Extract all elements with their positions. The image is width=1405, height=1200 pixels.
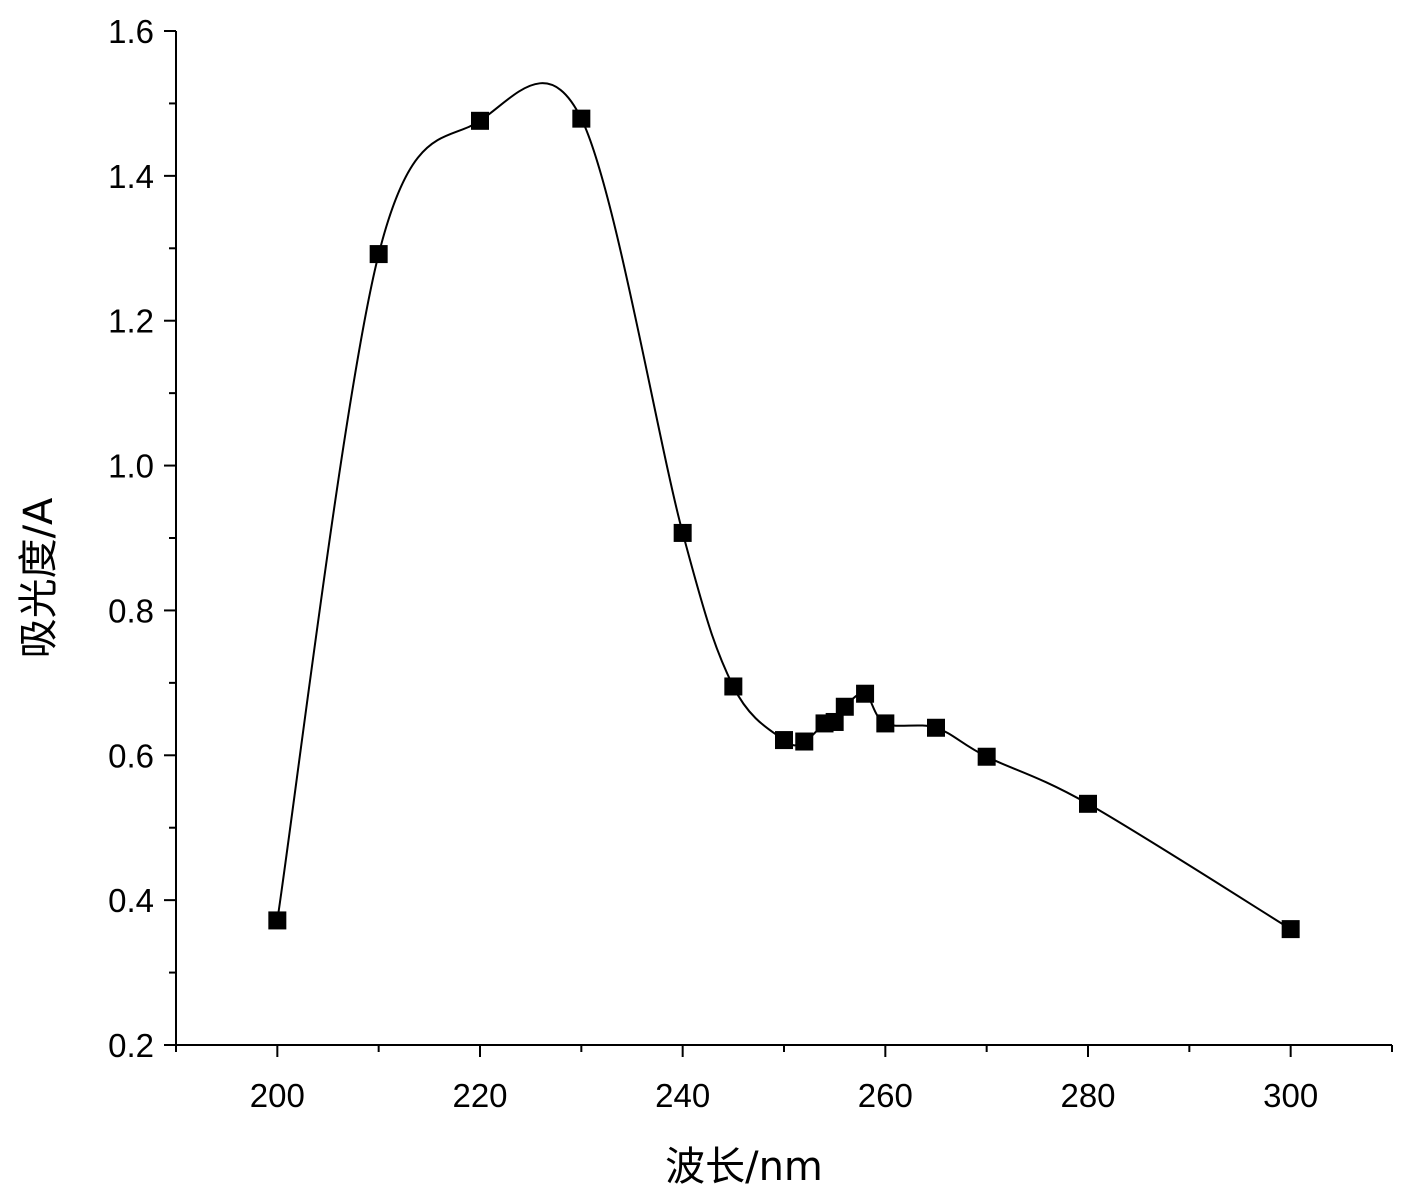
data-point: [825, 712, 844, 731]
y-tick-label: 0.2: [108, 1027, 154, 1064]
data-point: [775, 731, 793, 750]
y-axis-title: 吸光度/A: [16, 497, 62, 658]
series-curve: [276, 82, 1292, 930]
data-point: [977, 747, 996, 766]
y-tick-label: 0.4: [108, 882, 154, 919]
data-point: [795, 732, 814, 751]
x-tick-label: 240: [655, 1077, 710, 1114]
data-points: [268, 109, 1300, 939]
data-point: [572, 109, 591, 128]
y-tick-label: 0.6: [108, 737, 154, 774]
data-point: [927, 718, 945, 737]
x-axis-ticks: 200 220 240 260 280 300: [175, 1045, 1393, 1114]
data-point: [471, 111, 489, 130]
x-tick-label: 260: [858, 1077, 913, 1114]
data-point: [856, 684, 875, 703]
data-point: [876, 714, 895, 733]
x-tick-label: 300: [1263, 1077, 1318, 1114]
x-tick-label: 200: [250, 1077, 305, 1114]
data-point: [673, 523, 692, 542]
data-point: [724, 677, 743, 696]
x-tick-label: 280: [1060, 1077, 1115, 1114]
y-axis-ticks: 0.2 0.4 0.6 0.8 1.0 1.2 1.4 1.6: [108, 13, 176, 1064]
y-tick-label: 1.6: [108, 13, 154, 50]
y-tick-label: 1.4: [108, 158, 154, 195]
data-point: [268, 911, 287, 930]
y-tick-label: 1.0: [108, 448, 154, 485]
x-tick-label: 220: [452, 1077, 507, 1114]
y-tick-label: 1.2: [108, 303, 154, 340]
x-axis-title: 波长/nm: [665, 1144, 823, 1190]
y-tick-label: 0.8: [108, 592, 154, 629]
data-point: [1281, 920, 1300, 939]
data-point: [369, 245, 388, 264]
axes: [175, 31, 1392, 1046]
data-point: [1079, 794, 1097, 813]
data-point: [835, 697, 854, 716]
